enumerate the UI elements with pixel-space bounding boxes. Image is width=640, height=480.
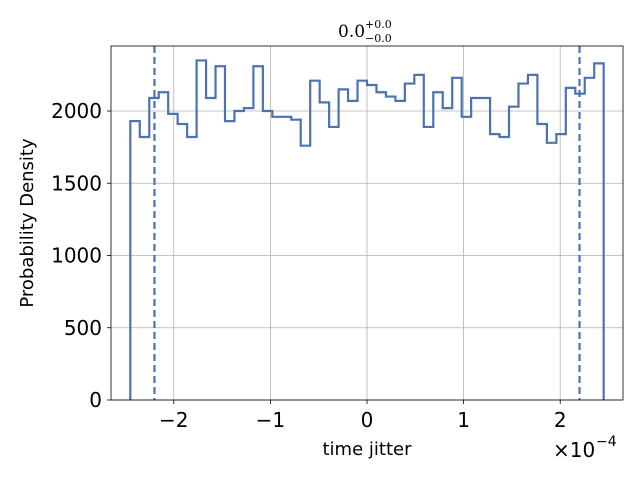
histogram-bin: [547, 143, 556, 400]
histogram-bin: [490, 134, 499, 400]
histogram-bin: [386, 97, 395, 400]
histogram-bars: [129, 59, 605, 400]
histogram-bin: [518, 84, 527, 400]
histogram-bin: [462, 117, 471, 400]
y-axis-ticks: 0 500 1000 1500 2000: [51, 99, 111, 412]
histogram-bin: [159, 92, 168, 400]
histogram-bin: [471, 98, 480, 400]
title-lower-error: −0.0: [365, 32, 392, 45]
histogram-bin: [320, 102, 329, 400]
histogram-bin: [348, 101, 357, 400]
histogram-bin: [500, 137, 509, 400]
histogram-bin: [329, 127, 338, 400]
histogram-bin: [528, 75, 537, 400]
histogram-bin: [130, 121, 139, 400]
histogram-bin: [509, 107, 518, 400]
histogram-bin: [537, 124, 546, 400]
histogram-bin: [178, 124, 187, 400]
x-tick-label: −1: [256, 408, 285, 432]
histogram-bin: [140, 137, 149, 400]
title-upper-error: +0.0: [365, 18, 392, 31]
x-axis-label: time jitter: [323, 439, 413, 460]
quantile-lines: [153, 46, 581, 400]
histogram-bin: [367, 85, 376, 400]
histogram-bin: [244, 108, 253, 400]
histogram-bin: [291, 120, 300, 400]
histogram-bin: [594, 63, 603, 400]
y-tick-label: 1500: [51, 171, 102, 195]
histogram-step-line: [129, 59, 605, 400]
y-tick-label: 2000: [51, 99, 102, 123]
chart-title: 0.0 +0.0 −0.0: [338, 18, 392, 45]
histogram-bin: [206, 98, 215, 400]
x-offset-exponent: −4: [596, 434, 617, 450]
histogram-bin: [395, 101, 404, 400]
histogram-bin: [234, 111, 243, 400]
histogram-bin: [301, 146, 310, 400]
histogram-bin: [424, 127, 433, 400]
histogram-bin: [197, 60, 206, 400]
histogram-bin: [585, 78, 594, 400]
y-axis-label: Probability Density: [17, 138, 38, 308]
histogram-bin: [443, 108, 452, 400]
x-offset-base: ×10: [553, 438, 595, 462]
histogram-bin: [566, 88, 575, 400]
histogram-bin: [282, 117, 291, 400]
histogram-bin: [263, 111, 272, 400]
x-tick-label: 2: [554, 408, 567, 432]
x-axis-ticks: −2 −1 0 1 2: [159, 400, 567, 432]
histogram-bin: [310, 81, 319, 400]
y-tick-label: 500: [64, 316, 102, 340]
y-tick-label: 1000: [51, 244, 102, 268]
histogram-bin: [225, 121, 234, 400]
histogram-bin: [216, 66, 225, 400]
title-value: 0.0: [338, 22, 365, 42]
histogram-bin: [405, 84, 414, 400]
histogram-bin: [452, 78, 461, 400]
x-tick-label: 0: [361, 408, 374, 432]
histogram-bin: [272, 117, 281, 400]
histogram-bin: [339, 89, 348, 400]
histogram-bin: [253, 66, 262, 400]
x-tick-label: −2: [159, 408, 188, 432]
histogram-bin: [414, 75, 423, 400]
histogram-bin: [556, 134, 565, 400]
histogram-bin: [358, 81, 367, 400]
x-tick-label: 1: [457, 408, 470, 432]
histogram-bin: [187, 137, 196, 400]
histogram-bin: [376, 92, 385, 400]
y-tick-label: 0: [89, 388, 102, 412]
histogram-bin: [168, 114, 177, 400]
x-axis-offset: ×10 −4: [553, 434, 617, 462]
histogram-bin: [433, 92, 442, 400]
histogram-bin: [481, 98, 490, 400]
